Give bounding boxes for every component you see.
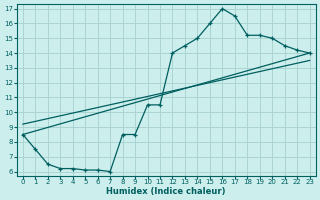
X-axis label: Humidex (Indice chaleur): Humidex (Indice chaleur): [107, 187, 226, 196]
